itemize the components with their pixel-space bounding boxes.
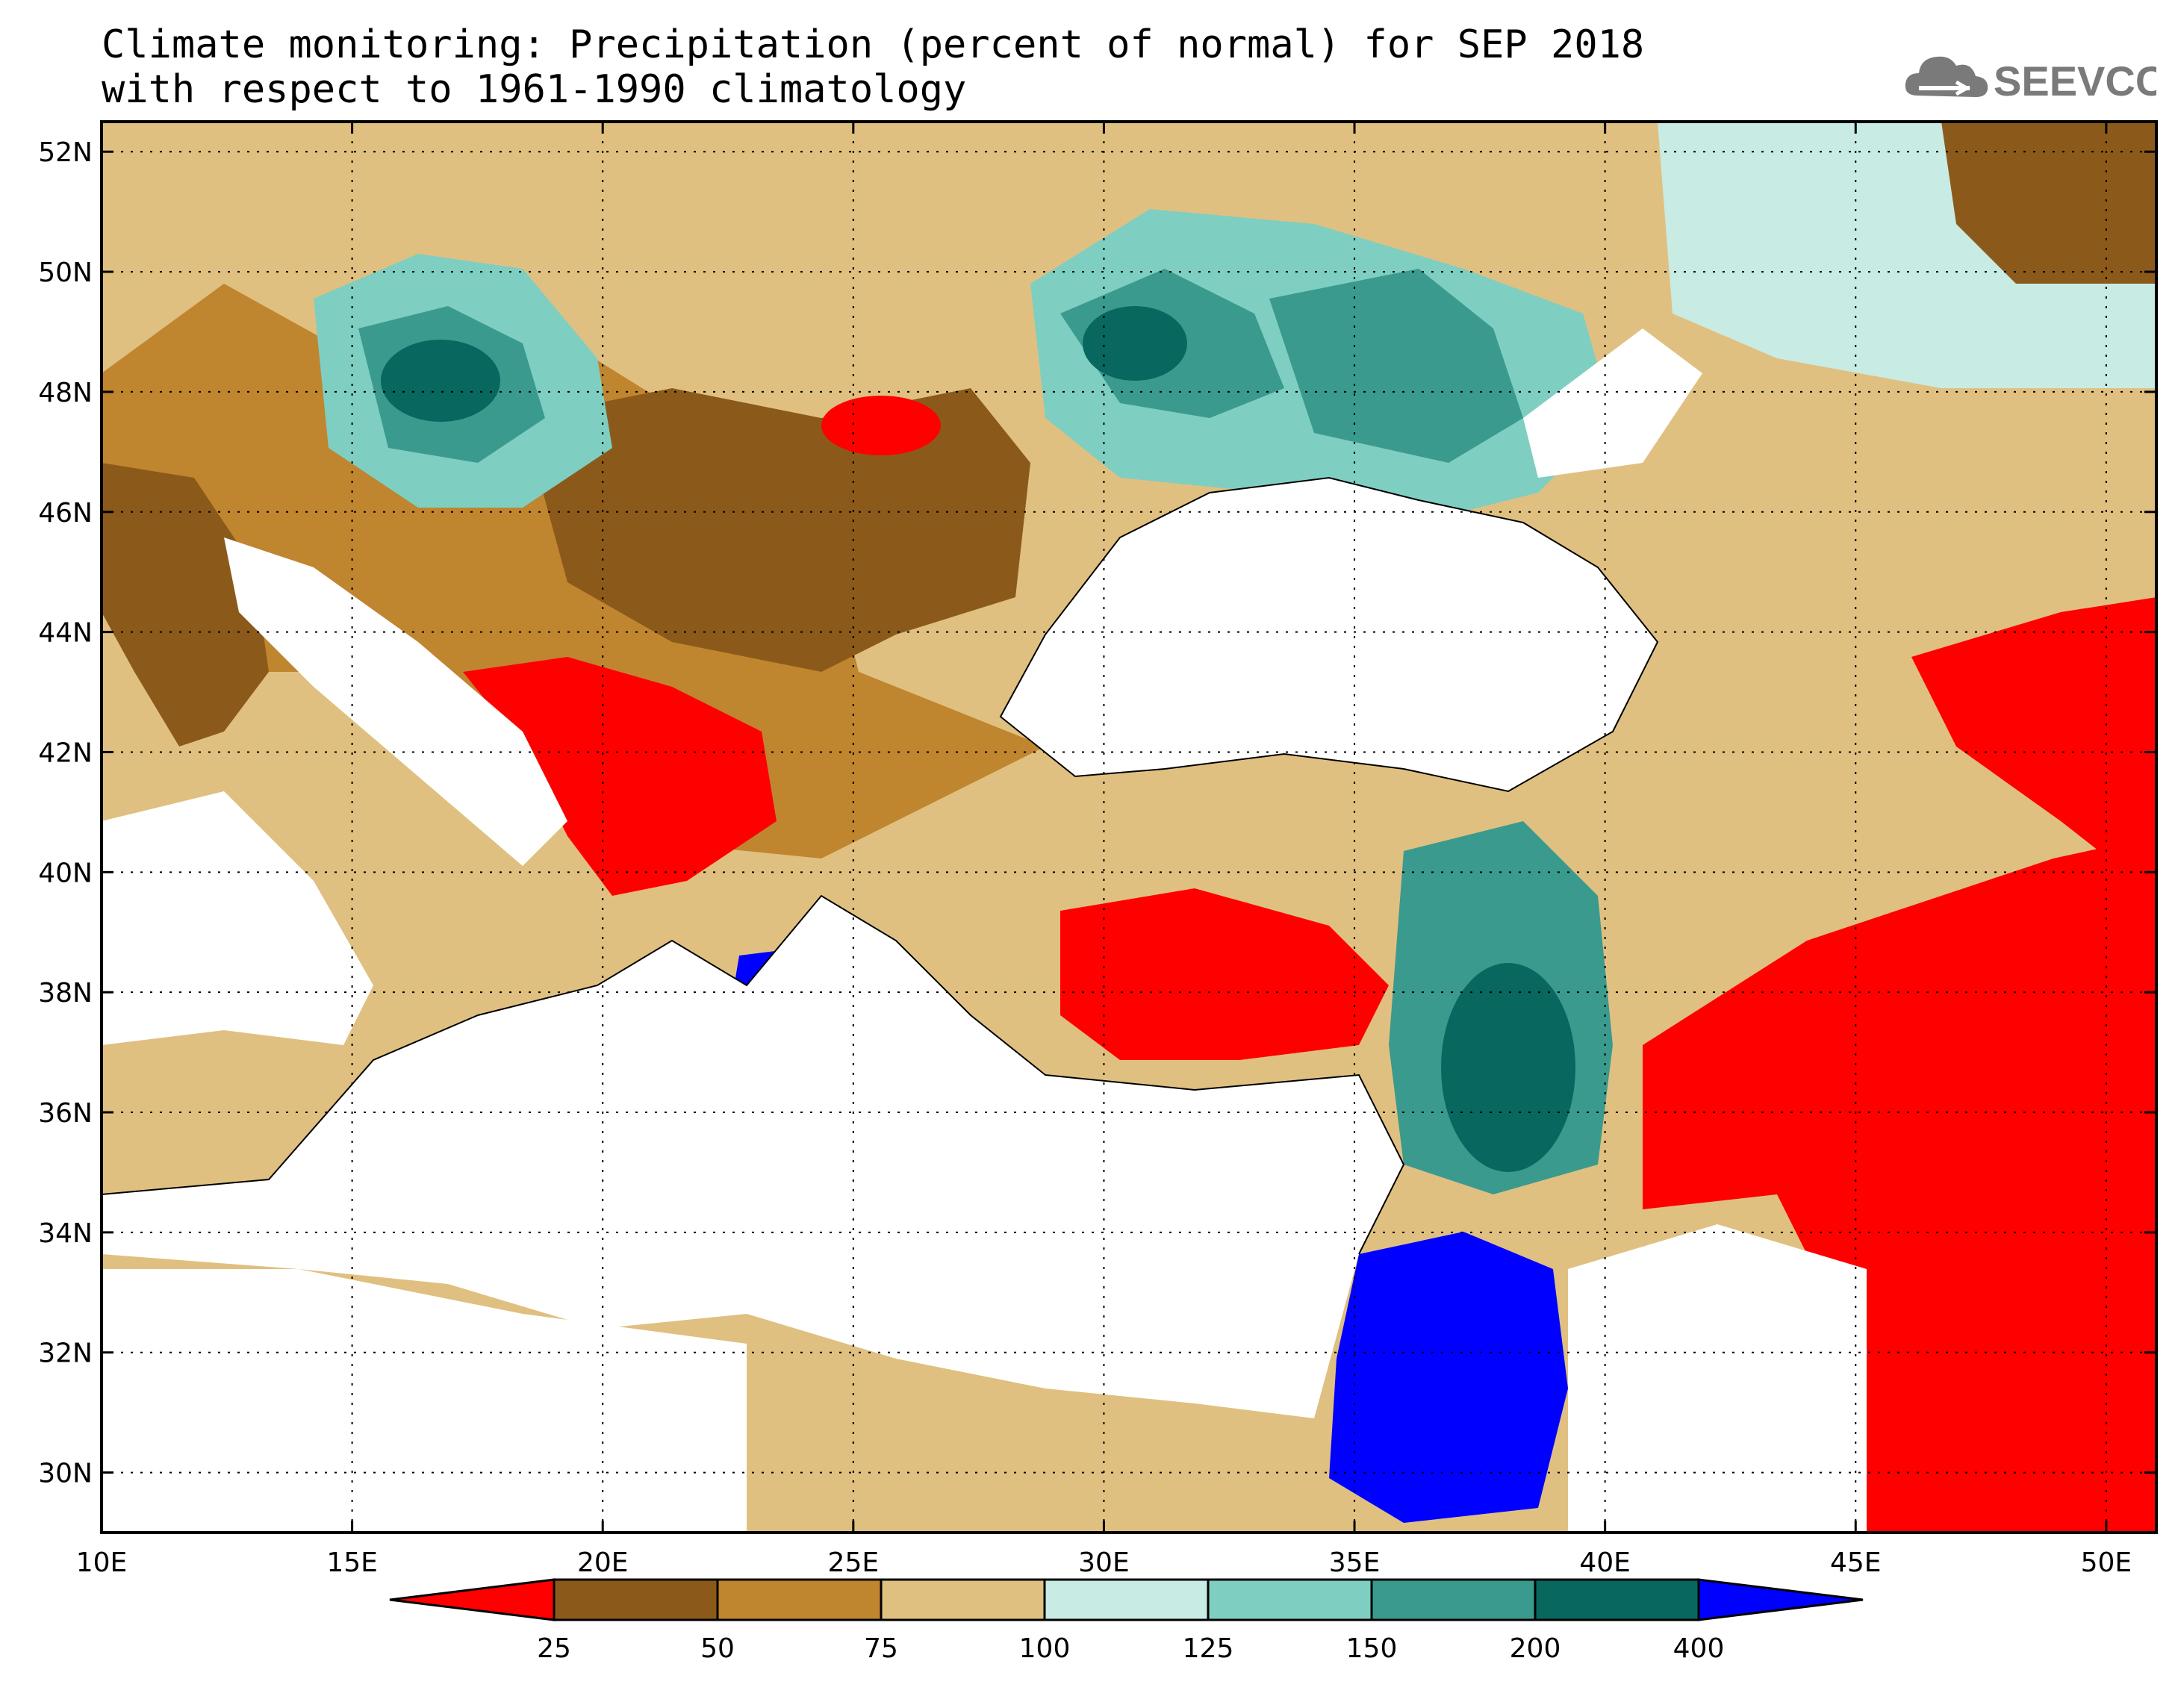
cloud-icon	[1905, 56, 1988, 97]
x-tick-label: 10E	[76, 1548, 128, 1578]
y-tick-label: 42N	[38, 738, 93, 768]
mediterranean-sea	[102, 896, 1404, 1418]
field-red-east	[1643, 836, 2156, 1533]
field-lightcyan-northeast	[1658, 122, 2156, 388]
colorbar-label: 150	[1346, 1633, 1398, 1664]
field-teal-east-ukraine	[1269, 269, 1523, 463]
field-darkbrown-italy	[102, 463, 269, 747]
field-red-balkans	[463, 657, 777, 896]
nodata-arabia	[1568, 1224, 1867, 1533]
colorbar-label: 25	[537, 1633, 571, 1664]
colorbar-label: 100	[1019, 1633, 1071, 1664]
map-title: Climate monitoring: Precipitation (perce…	[102, 22, 1644, 112]
y-tick-label: 50N	[38, 258, 93, 288]
x-tick-label: 35E	[1329, 1548, 1381, 1578]
x-tick-label: 25E	[828, 1548, 880, 1578]
colorbar-swatch	[716, 1578, 883, 1621]
x-tick-label: 40E	[1579, 1548, 1631, 1578]
colorbar-label: 200	[1510, 1633, 1561, 1664]
y-tick-label: 32N	[38, 1338, 93, 1369]
y-tick-label: 38N	[38, 978, 93, 1009]
coastlines	[102, 476, 1659, 1255]
field-deepteal-ukraine	[1083, 306, 1187, 381]
colorbar-label: 50	[700, 1633, 735, 1664]
x-tick-label: 30E	[1078, 1548, 1130, 1578]
colorbar-label: 400	[1673, 1633, 1725, 1664]
y-tick-label: 48N	[38, 378, 93, 408]
x-axis-ticks: 10E 15E 20E 25E 30E 35E 40E 45E 50E	[76, 122, 2132, 1578]
y-tick-label: 36N	[38, 1098, 93, 1129]
colorbar-swatch	[1370, 1578, 1537, 1621]
colorbar-swatch	[1534, 1578, 1700, 1621]
graticule	[102, 122, 2156, 1533]
colorbar: 25 50 75 100 125 150 200 400	[389, 1578, 1864, 1664]
field-red-turkey	[1060, 888, 1389, 1060]
colorbar-swatch	[1043, 1578, 1210, 1621]
y-tick-label: 40N	[38, 858, 93, 888]
black-sea	[1001, 478, 1658, 791]
colorbar-swatch	[553, 1578, 719, 1621]
title-line-1: Climate monitoring: Precipitation (perce…	[102, 22, 1645, 67]
field-darkbrown-balkan	[523, 388, 1030, 672]
precipitation-field	[102, 122, 2156, 1533]
title-line-2: with respect to 1961-1990 climatology	[102, 67, 967, 112]
colorbar-swatch	[880, 1578, 1046, 1621]
field-deepteal-levant	[1441, 963, 1575, 1172]
x-tick-label: 45E	[1830, 1548, 1882, 1578]
field-red-caucasus	[1911, 597, 2156, 896]
field-deepteal-central-europe	[381, 340, 500, 422]
field-blue-levant	[1329, 1232, 1568, 1523]
y-tick-label: 46N	[38, 498, 93, 529]
x-tick-label: 15E	[326, 1548, 378, 1578]
y-tick-label: 52N	[38, 137, 93, 168]
seevccc-logo: SEEVCCC	[1905, 56, 2156, 105]
y-tick-label: 30N	[38, 1459, 93, 1489]
colorbar-label: 75	[864, 1633, 898, 1664]
colorbar-arrow-high	[1697, 1578, 1864, 1621]
colorbar-arrow-low	[389, 1578, 556, 1621]
colorbar-swatch	[1207, 1578, 1373, 1621]
logo-text: SEEVCCC	[1994, 57, 2156, 105]
x-tick-label: 20E	[577, 1548, 629, 1578]
adriatic-sea	[224, 537, 567, 866]
y-tick-label: 34N	[38, 1218, 93, 1249]
nodata-north-africa	[102, 1269, 747, 1533]
field-red-romania	[821, 396, 941, 455]
y-axis-ticks: 30N 32N 34N 36N 38N 40N 42N 44N 46N 48N 50N 52N	[38, 137, 2156, 1489]
y-tick-label: 44N	[38, 618, 93, 649]
map-frame	[100, 120, 2158, 1534]
nodata-russia	[1523, 328, 1702, 478]
colorbar-label: 125	[1183, 1633, 1234, 1664]
x-tick-label: 50E	[2081, 1548, 2132, 1578]
tyrrhenian-sea	[102, 791, 373, 1045]
field-brown-far-northeast	[1941, 122, 2156, 284]
